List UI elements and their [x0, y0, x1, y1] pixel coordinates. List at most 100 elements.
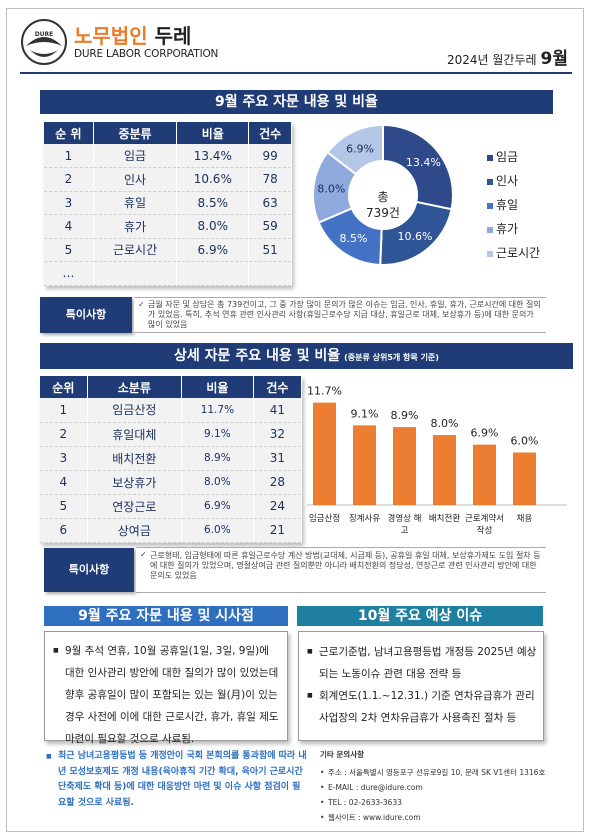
x-tick-label: 작성: [477, 525, 493, 536]
table-header: 중분류: [93, 122, 178, 144]
table-header: 비율: [181, 376, 254, 398]
table-cell: 32: [253, 422, 303, 447]
legend-swatch: [487, 178, 493, 185]
logo-korean-name: 노무법인 두레: [74, 20, 191, 49]
table-cell: 5: [44, 238, 94, 262]
bar-value-label: 8.0%: [431, 417, 459, 430]
contact-email[interactable]: E-MAIL : dure@idure.com: [320, 780, 560, 795]
legend-swatch: [487, 202, 493, 209]
pie-value-label: 6.9%: [346, 142, 374, 155]
x-tick-label: 임금산정: [309, 513, 340, 524]
bar: [433, 435, 456, 505]
bar-value-label: 6.0%: [511, 435, 539, 448]
legend-swatch: [487, 154, 493, 161]
table-cell: 임금: [93, 144, 178, 168]
implications-box: 9월 추석 연휴, 10월 공휴일(1일, 3일, 9일)에 대한 인사관리 방…: [44, 631, 288, 745]
table-cell: 6.9%: [176, 238, 250, 262]
bar-value-label: 11.7%: [307, 385, 342, 398]
implications-title: 9월 주요 자문 내용 및 시사점: [44, 606, 288, 626]
table-cell: 6: [40, 518, 88, 543]
table-row: 4 보상휴가 8.0% 28: [40, 470, 303, 495]
table-cell: 10.6%: [176, 167, 250, 192]
table-row: 5 근로시간 6.9% 51: [44, 238, 292, 262]
table-cell: [248, 261, 292, 286]
x-tick-label: 근로계약서: [465, 513, 504, 524]
table-row: 1 임금산정 11.7% 41: [40, 398, 303, 423]
logo-kr-black: 두레: [154, 24, 192, 48]
table-cell: 근로시간: [93, 238, 178, 262]
expected-issues-title: 10월 주요 예상 이슈: [297, 606, 543, 626]
note-text: 근로형태, 임금형태에 따른 휴일근로수당 계산 방법(교대제, 시급제 등),…: [150, 551, 541, 580]
table-row: 2 휴일대체 9.1% 32: [40, 422, 303, 447]
legend-item: 휴일: [487, 196, 540, 220]
pie-legend: 임금 인사 휴일 휴가 근로시간: [487, 148, 540, 268]
legend-item: 휴가: [487, 220, 540, 244]
table-cell: 3: [40, 446, 88, 471]
table-cell: 9.1%: [181, 422, 254, 447]
issue-month: 9월: [540, 49, 568, 69]
bar: [473, 444, 496, 505]
pie-slice: [379, 200, 453, 266]
check-icon: ✓: [138, 300, 145, 309]
pie-value-label: 8.5%: [340, 232, 368, 245]
table-cell: 보상휴가: [87, 470, 183, 495]
x-tick-label: 채용: [517, 513, 533, 524]
section2-title: 상세 자문 주요 내용 및 비율: [174, 348, 341, 364]
bar: [393, 427, 416, 505]
note-box: ✓ 근로형태, 임금형태에 따른 휴일근로수당 계산 방법(교대제, 시급제 등…: [136, 547, 546, 593]
table-cell: 임금산정: [87, 398, 183, 423]
contact-phone: TEL : 02-2633-3633: [320, 795, 560, 810]
note-tag: 특이사항: [40, 297, 132, 333]
table-header-row: 순위 소분류 비율 건수: [40, 376, 303, 398]
pie-slice: [326, 123, 384, 176]
table-cell: 28: [253, 470, 303, 495]
legend-swatch: [487, 226, 493, 233]
list-item: 근로기준법, 남녀고용평등법 개정등 2025년 예상되는 노동이슈 관련 대응…: [307, 641, 537, 685]
table-cell: [93, 261, 178, 286]
table-cell: 24: [253, 494, 303, 519]
contact-block: 기타 문의사항 주소 : 서울특별시 영등포구 선유로9길 10, 문래 SK …: [320, 749, 560, 825]
table-header: 비율: [176, 122, 250, 144]
pie-value-label: 10.6%: [398, 230, 433, 243]
table-cell: …: [44, 261, 94, 286]
pie-center-label-bottom: 739건: [366, 206, 400, 220]
table-row: …: [44, 261, 292, 286]
x-tick-label: 고: [401, 526, 409, 536]
legend-label: 임금: [496, 150, 519, 164]
bar: [513, 452, 536, 505]
issue-year-label: 2024년 월간두레: [446, 53, 537, 67]
table-header: 건수: [253, 376, 303, 398]
check-icon: ✓: [140, 550, 147, 559]
table-cell: 13.4%: [176, 144, 250, 168]
list-item: 회계연도(1.1.~12.31.) 기준 연차유급휴가 관리 사업장의 2차 연…: [307, 685, 537, 729]
table-cell: 99: [248, 144, 292, 168]
section1-table: 순 위 중분류 비율 건수 1 임금 13.4% 99 2 인사 10.6% 78 3 휴일 8…: [44, 122, 292, 286]
table-row: 5 연장근로 6.9% 24: [40, 494, 303, 519]
x-tick-label: 배치전환: [429, 513, 460, 524]
table-cell: 인사: [93, 167, 178, 192]
x-tick-label: 경영상 해: [388, 513, 422, 524]
donut-chart: 13.4% 10.6% 8.5% 8.0% 6.9% 총 739건: [312, 123, 454, 266]
table-cell: 휴일: [93, 191, 178, 215]
table-cell: 상여금: [87, 518, 183, 543]
table-cell: 1: [40, 398, 88, 423]
logo-english-name: DURE LABOR CORPORATION: [74, 48, 219, 60]
table-cell: 41: [253, 398, 303, 423]
bullet-icon: ■: [46, 753, 52, 760]
contact-website[interactable]: 웹사이트 : www.idure.com: [320, 810, 560, 825]
table-cell: 6.0%: [181, 518, 254, 543]
table-cell: 2: [40, 422, 88, 447]
note-tag: 특이사항: [44, 548, 134, 592]
bar: [353, 425, 376, 505]
issue-label: 2024년 월간두레 9월: [447, 44, 568, 69]
bar-value-label: 8.9%: [391, 409, 419, 422]
note-text: 금월 자문 및 상담은 총 739건이고, 그 중 가장 많이 문의가 많은 이…: [148, 300, 541, 329]
bar-value-label: 6.9%: [471, 427, 499, 440]
table-cell: 4: [44, 214, 94, 239]
contact-title: 기타 문의사항: [320, 750, 365, 759]
bar-chart: 11.7% 임금산정 9.1% 징계사유 8.9% 경영상 해고 8.0% 배치전환 6.9% 근…: [307, 385, 567, 536]
note-box: ✓ 금월 자문 및 상담은 총 739건이고, 그 중 가장 많이 문의가 많은…: [134, 297, 546, 333]
dure-logo-icon: DURE: [21, 19, 67, 65]
company-logo: DURE 노무법인 두레 DURE LABOR CORPORATION: [20, 18, 260, 68]
table-cell: 배치전환: [87, 446, 183, 471]
